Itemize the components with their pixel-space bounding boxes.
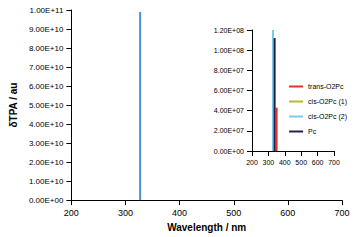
svg-text:1.00E+11: 1.00E+11: [29, 6, 63, 15]
svg-text:500: 500: [226, 208, 241, 218]
svg-text:5.00E+10: 5.00E+10: [29, 101, 64, 110]
svg-text:cis-O2Pc (1): cis-O2Pc (1): [308, 98, 347, 106]
svg-text:cis-O2Pc (2): cis-O2Pc (2): [308, 113, 347, 121]
svg-text:1.00E+10: 1.00E+10: [29, 177, 64, 186]
svg-text:Wavelength / nm: Wavelength / nm: [167, 222, 246, 233]
svg-text:3.00E+10: 3.00E+10: [29, 139, 64, 148]
svg-text:300: 300: [118, 208, 133, 218]
svg-text:δTPA / au: δTPA / au: [8, 83, 19, 128]
svg-text:2.00E+07: 2.00E+07: [214, 127, 244, 134]
svg-text:1.00E+08: 1.00E+08: [214, 47, 244, 54]
svg-text:600: 600: [280, 208, 295, 218]
svg-text:600: 600: [312, 159, 324, 166]
svg-text:300: 300: [263, 159, 275, 166]
svg-text:700: 700: [334, 208, 349, 218]
svg-text:Pc: Pc: [308, 128, 317, 135]
svg-text:6.00E+10: 6.00E+10: [29, 82, 64, 91]
svg-text:4.00E+10: 4.00E+10: [29, 120, 64, 129]
svg-text:400: 400: [279, 159, 291, 166]
svg-text:2.00E+10: 2.00E+10: [29, 158, 64, 167]
svg-text:400: 400: [172, 208, 187, 218]
svg-text:1.20E+08: 1.20E+08: [214, 27, 244, 34]
svg-text:700: 700: [328, 159, 340, 166]
svg-text:4.00E+07: 4.00E+07: [214, 107, 244, 114]
svg-text:7.00E+10: 7.00E+10: [29, 63, 64, 72]
svg-text:9.00E+10: 9.00E+10: [29, 25, 64, 34]
svg-text:500: 500: [295, 159, 307, 166]
svg-text:200: 200: [64, 208, 79, 218]
svg-text:8.00E+07: 8.00E+07: [214, 67, 244, 74]
svg-text:8.00E+10: 8.00E+10: [29, 44, 64, 53]
svg-text:200: 200: [246, 159, 258, 166]
svg-text:trans-O2Pc: trans-O2Pc: [308, 83, 344, 90]
svg-text:0.00E+00: 0.00E+00: [29, 196, 64, 205]
svg-text:6.00E+07: 6.00E+07: [214, 87, 244, 94]
svg-text:0.00E+00: 0.00E+00: [214, 148, 244, 155]
